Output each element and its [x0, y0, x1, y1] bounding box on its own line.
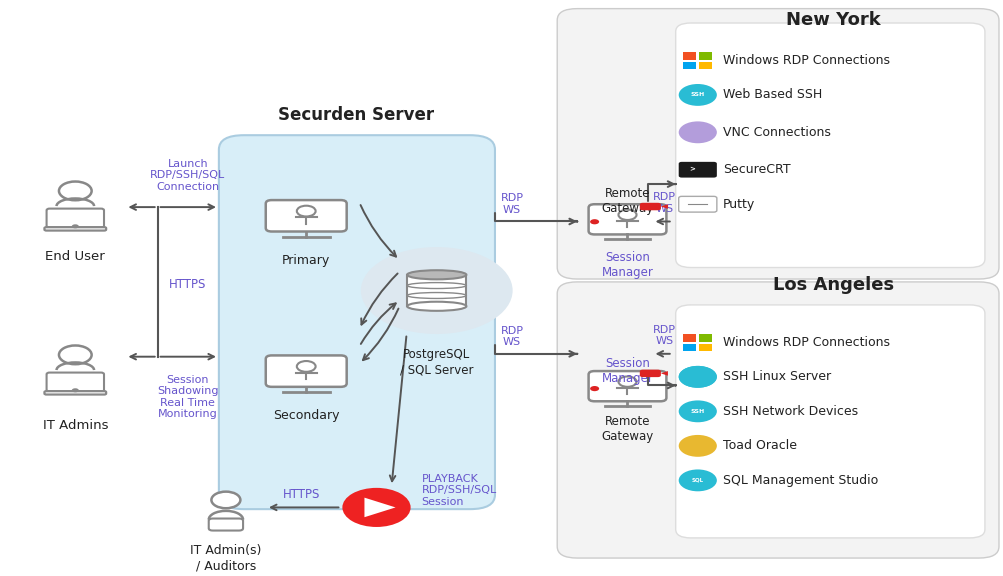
Text: SSH Network Devices: SSH Network Devices — [722, 405, 858, 418]
Circle shape — [212, 492, 240, 508]
Circle shape — [678, 366, 716, 388]
Text: HTTPS: HTTPS — [169, 278, 207, 291]
Text: SSH: SSH — [690, 409, 704, 414]
Text: HTTPS: HTTPS — [282, 488, 320, 501]
Text: Session
Manager: Session Manager — [601, 251, 653, 279]
Circle shape — [59, 346, 91, 364]
Text: RDP
WS: RDP WS — [500, 326, 523, 347]
Circle shape — [59, 181, 91, 200]
Circle shape — [678, 122, 716, 143]
Text: SQL: SQL — [691, 478, 703, 483]
FancyBboxPatch shape — [46, 209, 104, 228]
Bar — [682, 62, 695, 69]
Bar — [698, 334, 711, 342]
Circle shape — [678, 84, 716, 106]
Text: Secondary: Secondary — [273, 410, 339, 422]
Text: RDP
WS: RDP WS — [653, 325, 675, 346]
Bar — [698, 62, 711, 69]
Circle shape — [590, 219, 599, 224]
Circle shape — [678, 469, 716, 491]
FancyBboxPatch shape — [266, 355, 346, 387]
Ellipse shape — [406, 293, 466, 298]
Polygon shape — [364, 498, 395, 517]
Circle shape — [360, 247, 513, 334]
Text: End User: End User — [45, 249, 105, 263]
Bar — [682, 334, 695, 342]
Text: IT Admin(s)
/ Auditors: IT Admin(s) / Auditors — [190, 544, 262, 572]
FancyBboxPatch shape — [266, 200, 346, 232]
FancyBboxPatch shape — [44, 391, 106, 395]
Text: Putty: Putty — [722, 198, 754, 211]
FancyBboxPatch shape — [678, 196, 716, 212]
Text: RDP
WS: RDP WS — [500, 194, 523, 215]
Ellipse shape — [406, 270, 466, 279]
Text: Windows RDP Connections: Windows RDP Connections — [722, 54, 889, 67]
Text: Los Angeles: Los Angeles — [772, 276, 893, 294]
Text: IT Admins: IT Admins — [42, 419, 108, 432]
FancyBboxPatch shape — [678, 162, 716, 177]
Text: Toad Oracle: Toad Oracle — [722, 439, 796, 452]
Text: VNC Connections: VNC Connections — [722, 126, 829, 139]
Text: RDP
WS: RDP WS — [653, 192, 675, 214]
Circle shape — [678, 366, 716, 388]
Text: Session
Manager: Session Manager — [601, 357, 653, 385]
Circle shape — [618, 210, 636, 220]
FancyBboxPatch shape — [639, 370, 660, 377]
Text: Launch
RDP/SSH/SQL
Connection: Launch RDP/SSH/SQL Connection — [150, 159, 225, 192]
Circle shape — [342, 488, 410, 527]
Circle shape — [71, 224, 79, 228]
Text: Securden Server: Securden Server — [278, 106, 434, 124]
Text: PLAYBACK
RDP/SSH/SQL
Session: PLAYBACK RDP/SSH/SQL Session — [421, 473, 496, 507]
Polygon shape — [660, 204, 667, 209]
Text: Remote
Gateway: Remote Gateway — [601, 187, 653, 215]
Circle shape — [678, 400, 716, 422]
Text: >: > — [688, 166, 694, 173]
FancyBboxPatch shape — [588, 204, 666, 234]
FancyBboxPatch shape — [46, 373, 104, 392]
FancyBboxPatch shape — [557, 9, 998, 279]
FancyBboxPatch shape — [675, 23, 984, 267]
Text: Remote
Gateway: Remote Gateway — [601, 415, 653, 442]
Circle shape — [618, 377, 636, 387]
Circle shape — [297, 361, 315, 372]
FancyBboxPatch shape — [675, 305, 984, 538]
Text: SSH: SSH — [690, 92, 704, 97]
Text: SSH Linux Server: SSH Linux Server — [722, 370, 830, 383]
FancyBboxPatch shape — [44, 227, 106, 230]
Text: SecureCRT: SecureCRT — [722, 163, 789, 176]
Bar — [406, 275, 466, 306]
FancyBboxPatch shape — [209, 518, 243, 530]
FancyBboxPatch shape — [588, 371, 666, 401]
Text: SQL Management Studio: SQL Management Studio — [722, 474, 878, 487]
Text: PostgreSQL
/ SQL Server: PostgreSQL / SQL Server — [399, 348, 473, 377]
Ellipse shape — [406, 302, 466, 311]
FancyBboxPatch shape — [557, 282, 998, 558]
Circle shape — [71, 388, 79, 392]
Circle shape — [590, 386, 599, 391]
Bar — [682, 343, 695, 351]
Text: Primary: Primary — [282, 254, 330, 267]
FancyBboxPatch shape — [219, 135, 494, 509]
Text: New York: New York — [785, 11, 880, 29]
Bar — [698, 343, 711, 351]
FancyBboxPatch shape — [639, 203, 660, 210]
Polygon shape — [660, 371, 667, 376]
Text: Session
Shadowing
Real Time
Monitoring: Session Shadowing Real Time Monitoring — [156, 374, 219, 419]
Ellipse shape — [406, 283, 466, 289]
Circle shape — [678, 435, 716, 457]
Bar — [698, 52, 711, 59]
Circle shape — [297, 206, 315, 217]
Text: Web Based SSH: Web Based SSH — [722, 89, 821, 101]
Text: Windows RDP Connections: Windows RDP Connections — [722, 336, 889, 349]
Bar — [682, 52, 695, 59]
